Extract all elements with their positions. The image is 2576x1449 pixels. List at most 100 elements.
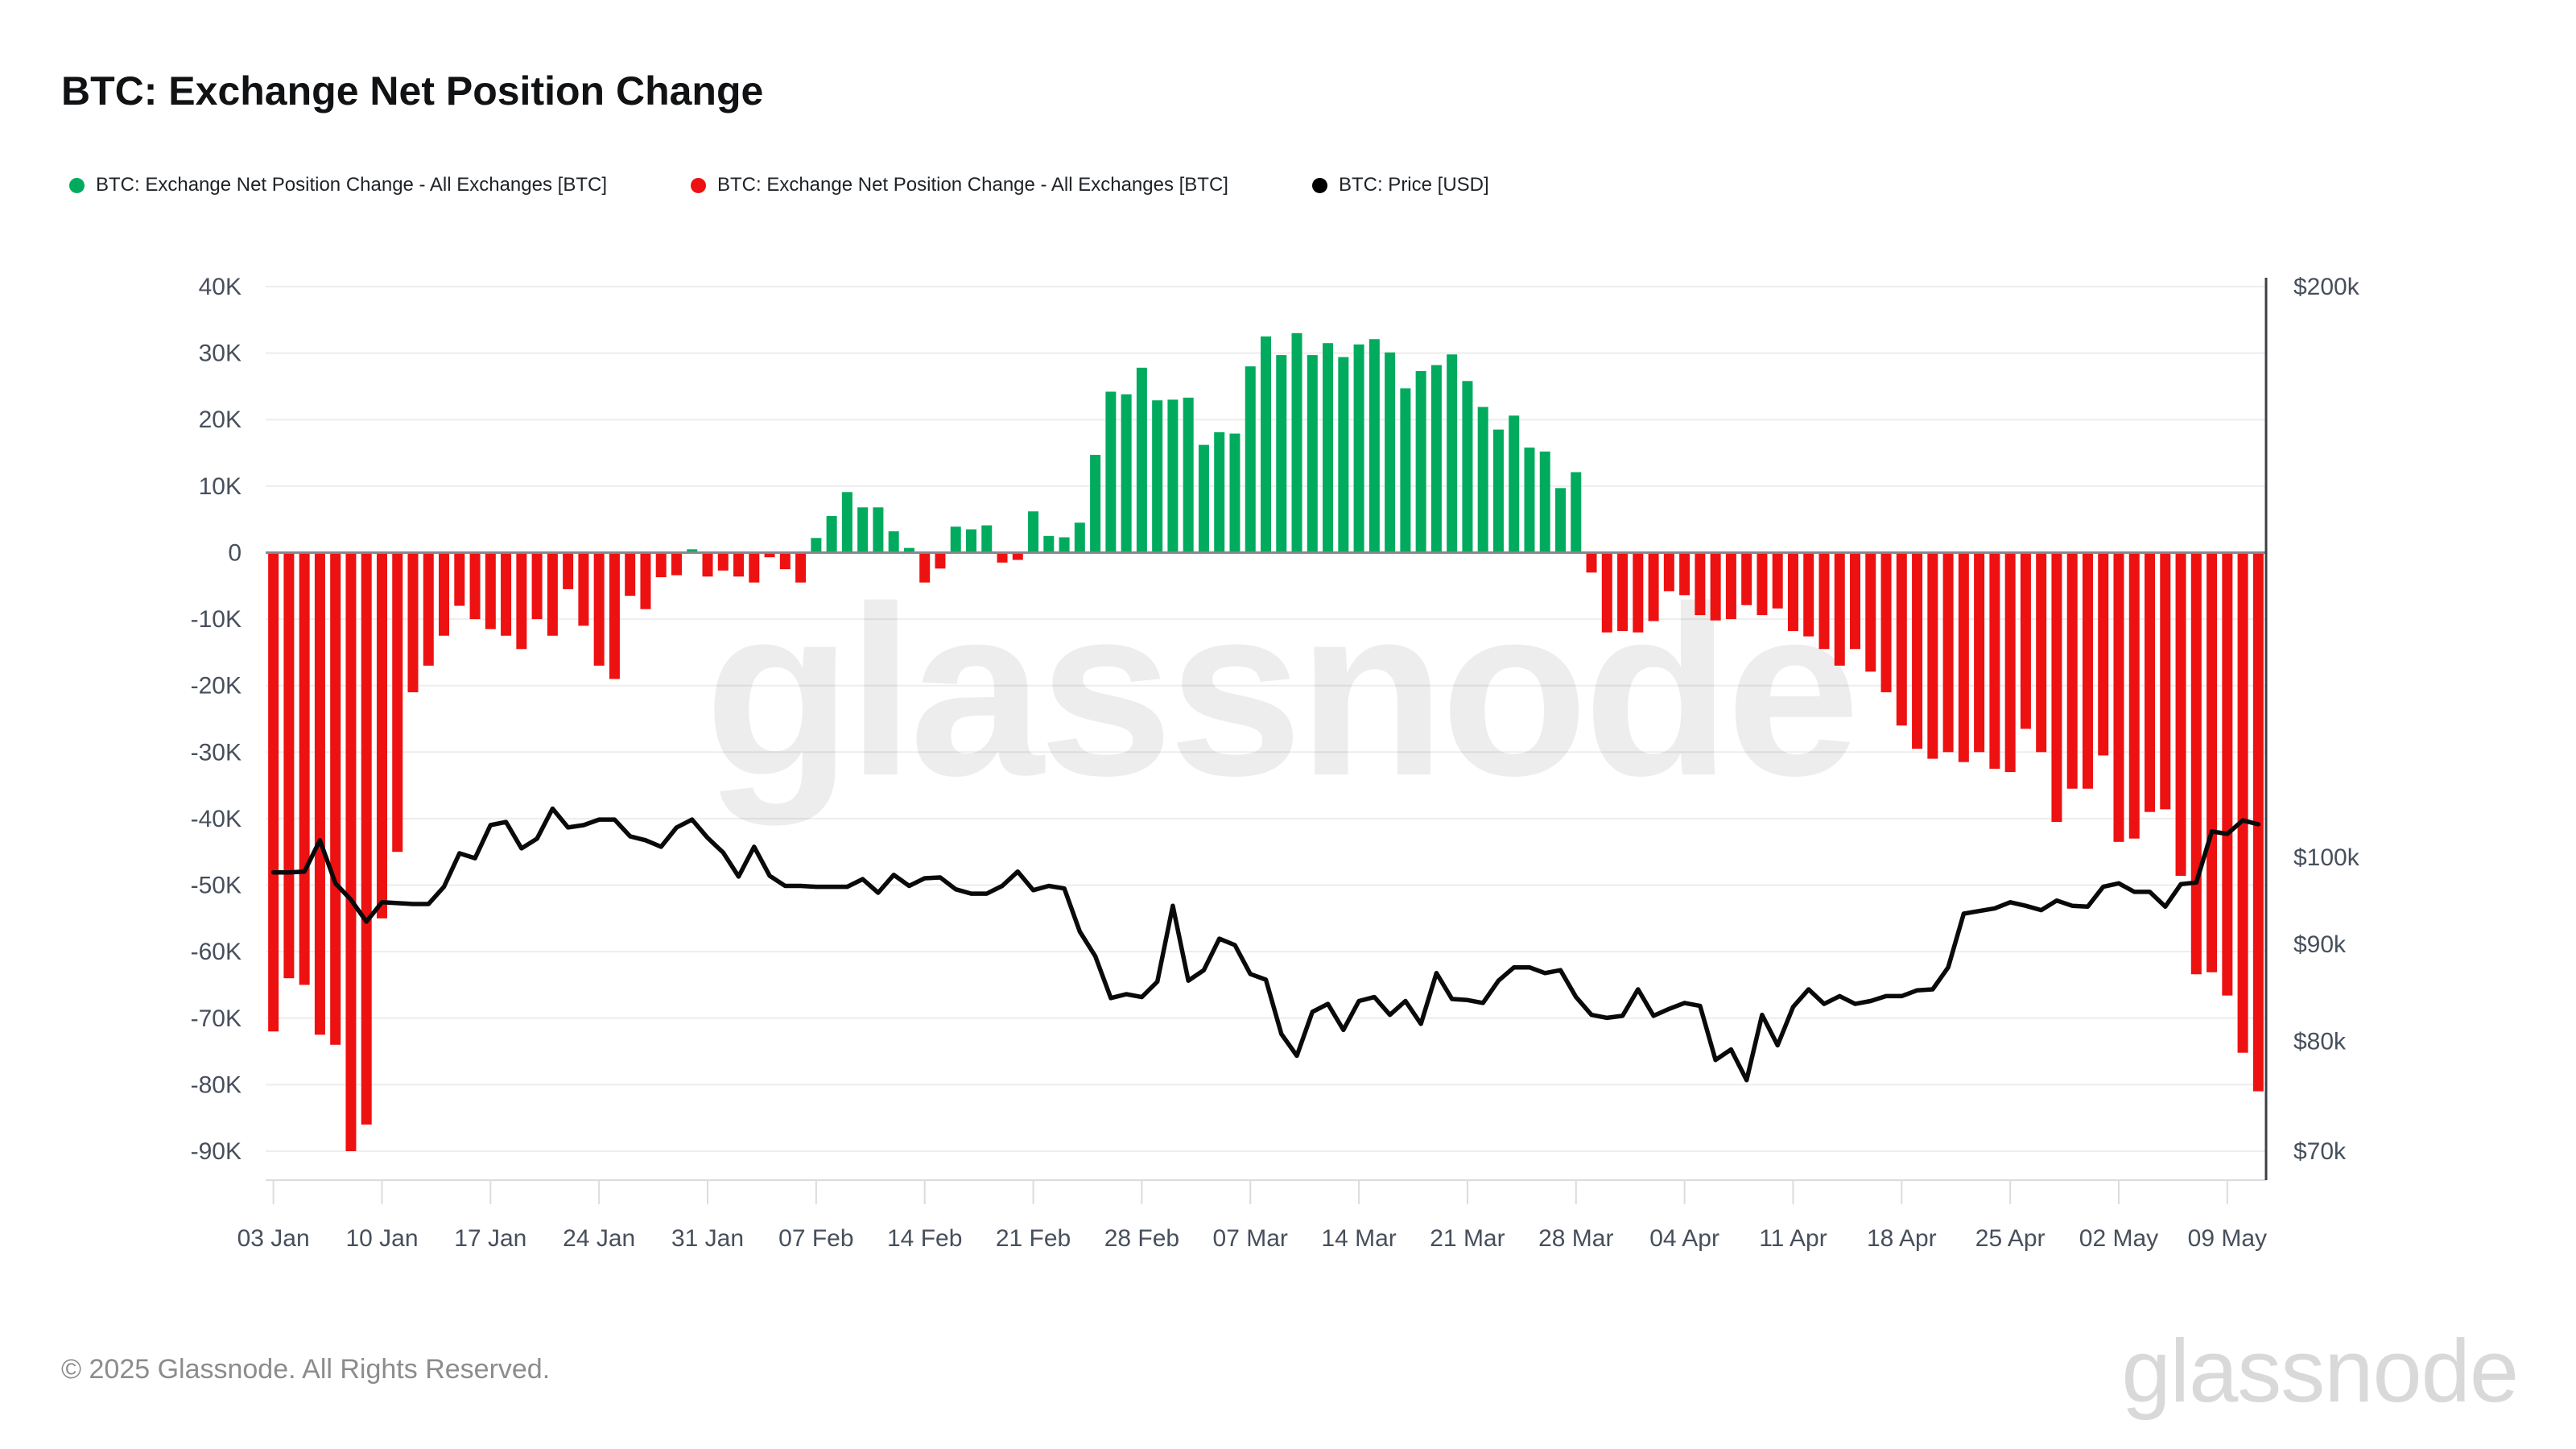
net-change-bar[interactable]	[563, 552, 574, 589]
net-change-bar[interactable]	[2160, 552, 2171, 810]
net-change-bar[interactable]	[314, 552, 325, 1035]
net-change-bar[interactable]	[2207, 552, 2218, 972]
net-change-bar[interactable]	[795, 552, 807, 583]
net-change-bar[interactable]	[469, 552, 481, 620]
net-change-bar[interactable]	[2082, 552, 2093, 789]
net-change-bar[interactable]	[1090, 455, 1101, 553]
net-change-bar[interactable]	[516, 552, 527, 650]
net-change-bar[interactable]	[1539, 451, 1550, 553]
net-change-bar[interactable]	[655, 552, 667, 578]
net-change-bar[interactable]	[299, 552, 310, 985]
net-change-bar[interactable]	[547, 552, 558, 636]
net-change-bar[interactable]	[965, 529, 976, 553]
net-change-bar[interactable]	[1462, 381, 1473, 553]
net-change-bar[interactable]	[1989, 552, 2000, 769]
net-change-bar[interactable]	[1834, 552, 1845, 666]
net-change-bar[interactable]	[376, 552, 387, 919]
net-change-bar[interactable]	[997, 552, 1008, 563]
net-change-bar[interactable]	[687, 549, 698, 553]
net-change-bar[interactable]	[345, 552, 357, 1151]
net-change-bar[interactable]	[1059, 537, 1070, 553]
net-change-bar[interactable]	[1183, 397, 1194, 553]
net-change-bar[interactable]	[1012, 552, 1023, 560]
net-change-bar[interactable]	[811, 538, 822, 553]
net-change-bar[interactable]	[1167, 399, 1179, 553]
net-change-bar[interactable]	[1245, 366, 1256, 553]
net-change-bar[interactable]	[1942, 552, 1954, 753]
net-change-bar[interactable]	[2004, 552, 2016, 773]
net-change-bar[interactable]	[392, 552, 403, 852]
net-change-bar[interactable]	[1261, 336, 1271, 553]
net-change-bar[interactable]	[1710, 552, 1721, 621]
net-change-bar[interactable]	[1850, 552, 1861, 650]
net-change-bar[interactable]	[1787, 552, 1798, 631]
net-change-bar[interactable]	[2036, 552, 2047, 753]
net-change-bar[interactable]	[1291, 332, 1302, 553]
net-change-bar[interactable]	[1927, 552, 1938, 759]
net-change-bar[interactable]	[1028, 511, 1039, 553]
net-change-bar[interactable]	[1679, 552, 1690, 596]
net-change-bar[interactable]	[888, 531, 899, 553]
net-change-bar[interactable]	[1818, 552, 1830, 650]
net-change-bar[interactable]	[1617, 552, 1629, 631]
net-change-bar[interactable]	[531, 552, 543, 620]
net-change-bar[interactable]	[1307, 355, 1318, 553]
net-change-bar[interactable]	[2237, 552, 2248, 1053]
net-change-bar[interactable]	[640, 552, 651, 609]
net-change-bar[interactable]	[1912, 552, 1923, 749]
net-change-bar[interactable]	[733, 552, 745, 577]
net-change-bar[interactable]	[1198, 444, 1209, 553]
net-change-bar[interactable]	[485, 552, 496, 630]
net-change-bar[interactable]	[1323, 343, 1334, 553]
net-change-bar[interactable]	[919, 552, 931, 583]
net-change-bar[interactable]	[1741, 552, 1752, 605]
net-change-bar[interactable]	[702, 552, 713, 577]
net-change-bar[interactable]	[1385, 352, 1396, 553]
net-change-bar[interactable]	[2222, 552, 2233, 996]
legend-item-net-position-inflow[interactable]: BTC: Exchange Net Position Change - All …	[69, 174, 607, 196]
net-change-bar[interactable]	[1757, 552, 1768, 616]
net-change-bar[interactable]	[501, 552, 512, 636]
net-change-bar[interactable]	[2252, 552, 2264, 1092]
net-change-bar[interactable]	[407, 552, 419, 692]
net-change-bar[interactable]	[593, 552, 605, 666]
net-change-bar[interactable]	[1803, 552, 1814, 637]
net-change-bar[interactable]	[1571, 472, 1582, 553]
net-change-bar[interactable]	[764, 552, 775, 558]
net-change-bar[interactable]	[1492, 429, 1504, 553]
net-change-bar[interactable]	[1430, 365, 1442, 553]
net-change-bar[interactable]	[903, 547, 914, 553]
net-change-bar[interactable]	[361, 552, 372, 1125]
net-change-bar[interactable]	[1368, 339, 1380, 553]
net-change-bar[interactable]	[2145, 552, 2156, 812]
net-change-bar[interactable]	[1601, 552, 1612, 633]
net-change-bar[interactable]	[826, 516, 837, 553]
net-change-bar[interactable]	[1725, 552, 1736, 620]
net-change-bar[interactable]	[2175, 552, 2186, 876]
net-change-bar[interactable]	[749, 552, 760, 583]
net-change-bar[interactable]	[717, 552, 729, 571]
net-change-bar[interactable]	[2113, 552, 2124, 842]
net-change-bar[interactable]	[1152, 400, 1163, 553]
net-change-bar[interactable]	[625, 552, 636, 597]
net-change-bar[interactable]	[439, 552, 450, 636]
net-change-bar[interactable]	[1400, 388, 1411, 553]
net-change-bar[interactable]	[1353, 344, 1364, 553]
legend-item-price[interactable]: BTC: Price [USD]	[1311, 174, 1489, 196]
net-change-bar[interactable]	[1074, 522, 1085, 553]
net-change-bar[interactable]	[1338, 357, 1349, 553]
net-change-bar[interactable]	[1880, 552, 1892, 692]
net-change-bar[interactable]	[1974, 552, 1985, 753]
net-change-bar[interactable]	[1276, 355, 1287, 553]
net-change-bar[interactable]	[1586, 552, 1597, 573]
net-change-bar[interactable]	[2020, 552, 2031, 729]
net-change-bar[interactable]	[1772, 552, 1783, 609]
net-change-bar[interactable]	[1524, 447, 1535, 553]
net-change-bar[interactable]	[1633, 552, 1644, 633]
net-change-bar[interactable]	[1214, 431, 1225, 553]
net-change-bar[interactable]	[950, 526, 961, 553]
net-change-bar[interactable]	[330, 552, 341, 1045]
net-change-bar[interactable]	[935, 552, 946, 569]
net-change-bar[interactable]	[1105, 391, 1117, 553]
